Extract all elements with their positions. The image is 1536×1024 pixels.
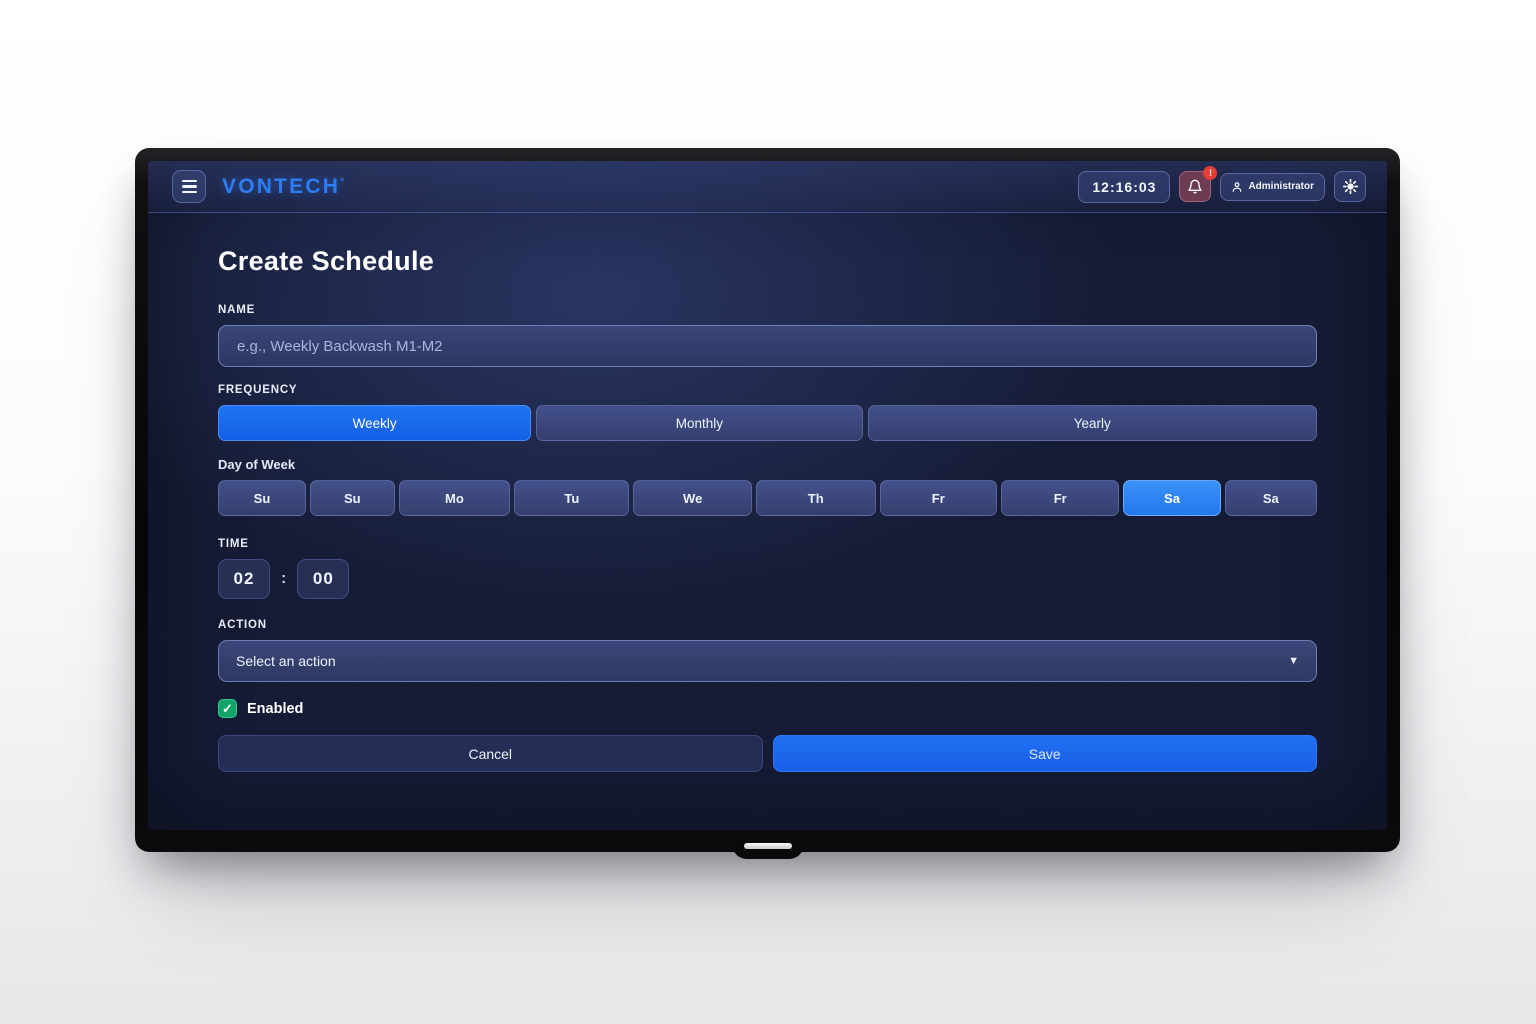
- form-footer: Cancel Save: [218, 735, 1317, 772]
- day-button[interactable]: Fr: [1000, 480, 1120, 516]
- day-button[interactable]: Su: [218, 480, 306, 516]
- day-button[interactable]: Tu: [514, 480, 630, 516]
- time-picker: 02 : 00: [218, 559, 1317, 599]
- menu-button[interactable]: [172, 170, 206, 203]
- tv-stand-notch: [731, 838, 804, 859]
- frequency-options: Weekly Monthly Yearly: [218, 405, 1317, 441]
- bell-icon: [1187, 179, 1203, 195]
- create-schedule-form: Create Schedule NAME FREQUENCY Weekly Mo…: [148, 246, 1387, 772]
- hour-field[interactable]: 02: [218, 559, 270, 599]
- user-icon: [1231, 181, 1243, 193]
- action-label: ACTION: [218, 619, 267, 631]
- logo-degree-mark: °: [340, 176, 345, 188]
- frequency-option-monthly[interactable]: Monthly: [536, 405, 863, 441]
- chevron-down-icon: ▼: [1288, 655, 1299, 667]
- tv-frame: VONTECH° 12:16:03 ! Administrator: [135, 148, 1400, 859]
- frequency-option-yearly[interactable]: Yearly: [867, 405, 1317, 441]
- action-select[interactable]: Select an action ▼: [218, 640, 1317, 682]
- enabled-checkbox[interactable]: ✓: [218, 699, 237, 718]
- minute-field[interactable]: 00: [297, 559, 350, 599]
- day-button[interactable]: We: [633, 480, 752, 516]
- brightness-toggle-button[interactable]: [1334, 171, 1366, 202]
- day-button[interactable]: Fr: [879, 480, 997, 516]
- cancel-button[interactable]: Cancel: [218, 735, 763, 772]
- app-screen: VONTECH° 12:16:03 ! Administrator: [148, 161, 1387, 830]
- save-button[interactable]: Save: [772, 735, 1317, 772]
- notifications-button[interactable]: !: [1179, 166, 1218, 202]
- schedule-name-input[interactable]: [218, 325, 1317, 367]
- action-select-value: Select an action: [236, 653, 336, 669]
- time-label: TIME: [218, 538, 249, 550]
- enabled-label: Enabled: [247, 700, 304, 717]
- day-button[interactable]: Sa: [1224, 480, 1318, 516]
- time-separator: :: [281, 570, 287, 587]
- top-bar-actions: 12:16:03 ! Administrator: [1078, 166, 1366, 203]
- clock-display: 12:16:03: [1078, 170, 1171, 203]
- top-bar: VONTECH° 12:16:03 ! Administrator: [148, 161, 1387, 213]
- notification-badge: !: [1203, 166, 1218, 180]
- tv-notch-highlight: [743, 843, 792, 849]
- enabled-row: ✓ Enabled: [218, 699, 1317, 718]
- frequency-option-weekly[interactable]: Weekly: [218, 405, 532, 441]
- day-of-week-label: Day of Week: [218, 457, 296, 472]
- page-title: Create Schedule: [218, 246, 435, 276]
- hamburger-icon: [181, 179, 197, 183]
- day-button[interactable]: Su: [309, 480, 395, 516]
- frequency-label: FREQUENCY: [218, 384, 298, 396]
- app-logo: VONTECH°: [222, 174, 345, 198]
- user-label: Administrator: [1248, 181, 1314, 192]
- user-menu-button[interactable]: Administrator: [1220, 172, 1325, 201]
- name-label: NAME: [218, 304, 256, 316]
- day-button[interactable]: Mo: [398, 480, 511, 516]
- sun-icon: [1342, 178, 1359, 195]
- day-button[interactable]: Th: [755, 480, 876, 516]
- check-icon: ✓: [222, 700, 233, 716]
- day-button[interactable]: Sa: [1123, 480, 1221, 516]
- day-of-week-options: Su Su Mo Tu We Th Fr Fr Sa Sa: [218, 480, 1318, 516]
